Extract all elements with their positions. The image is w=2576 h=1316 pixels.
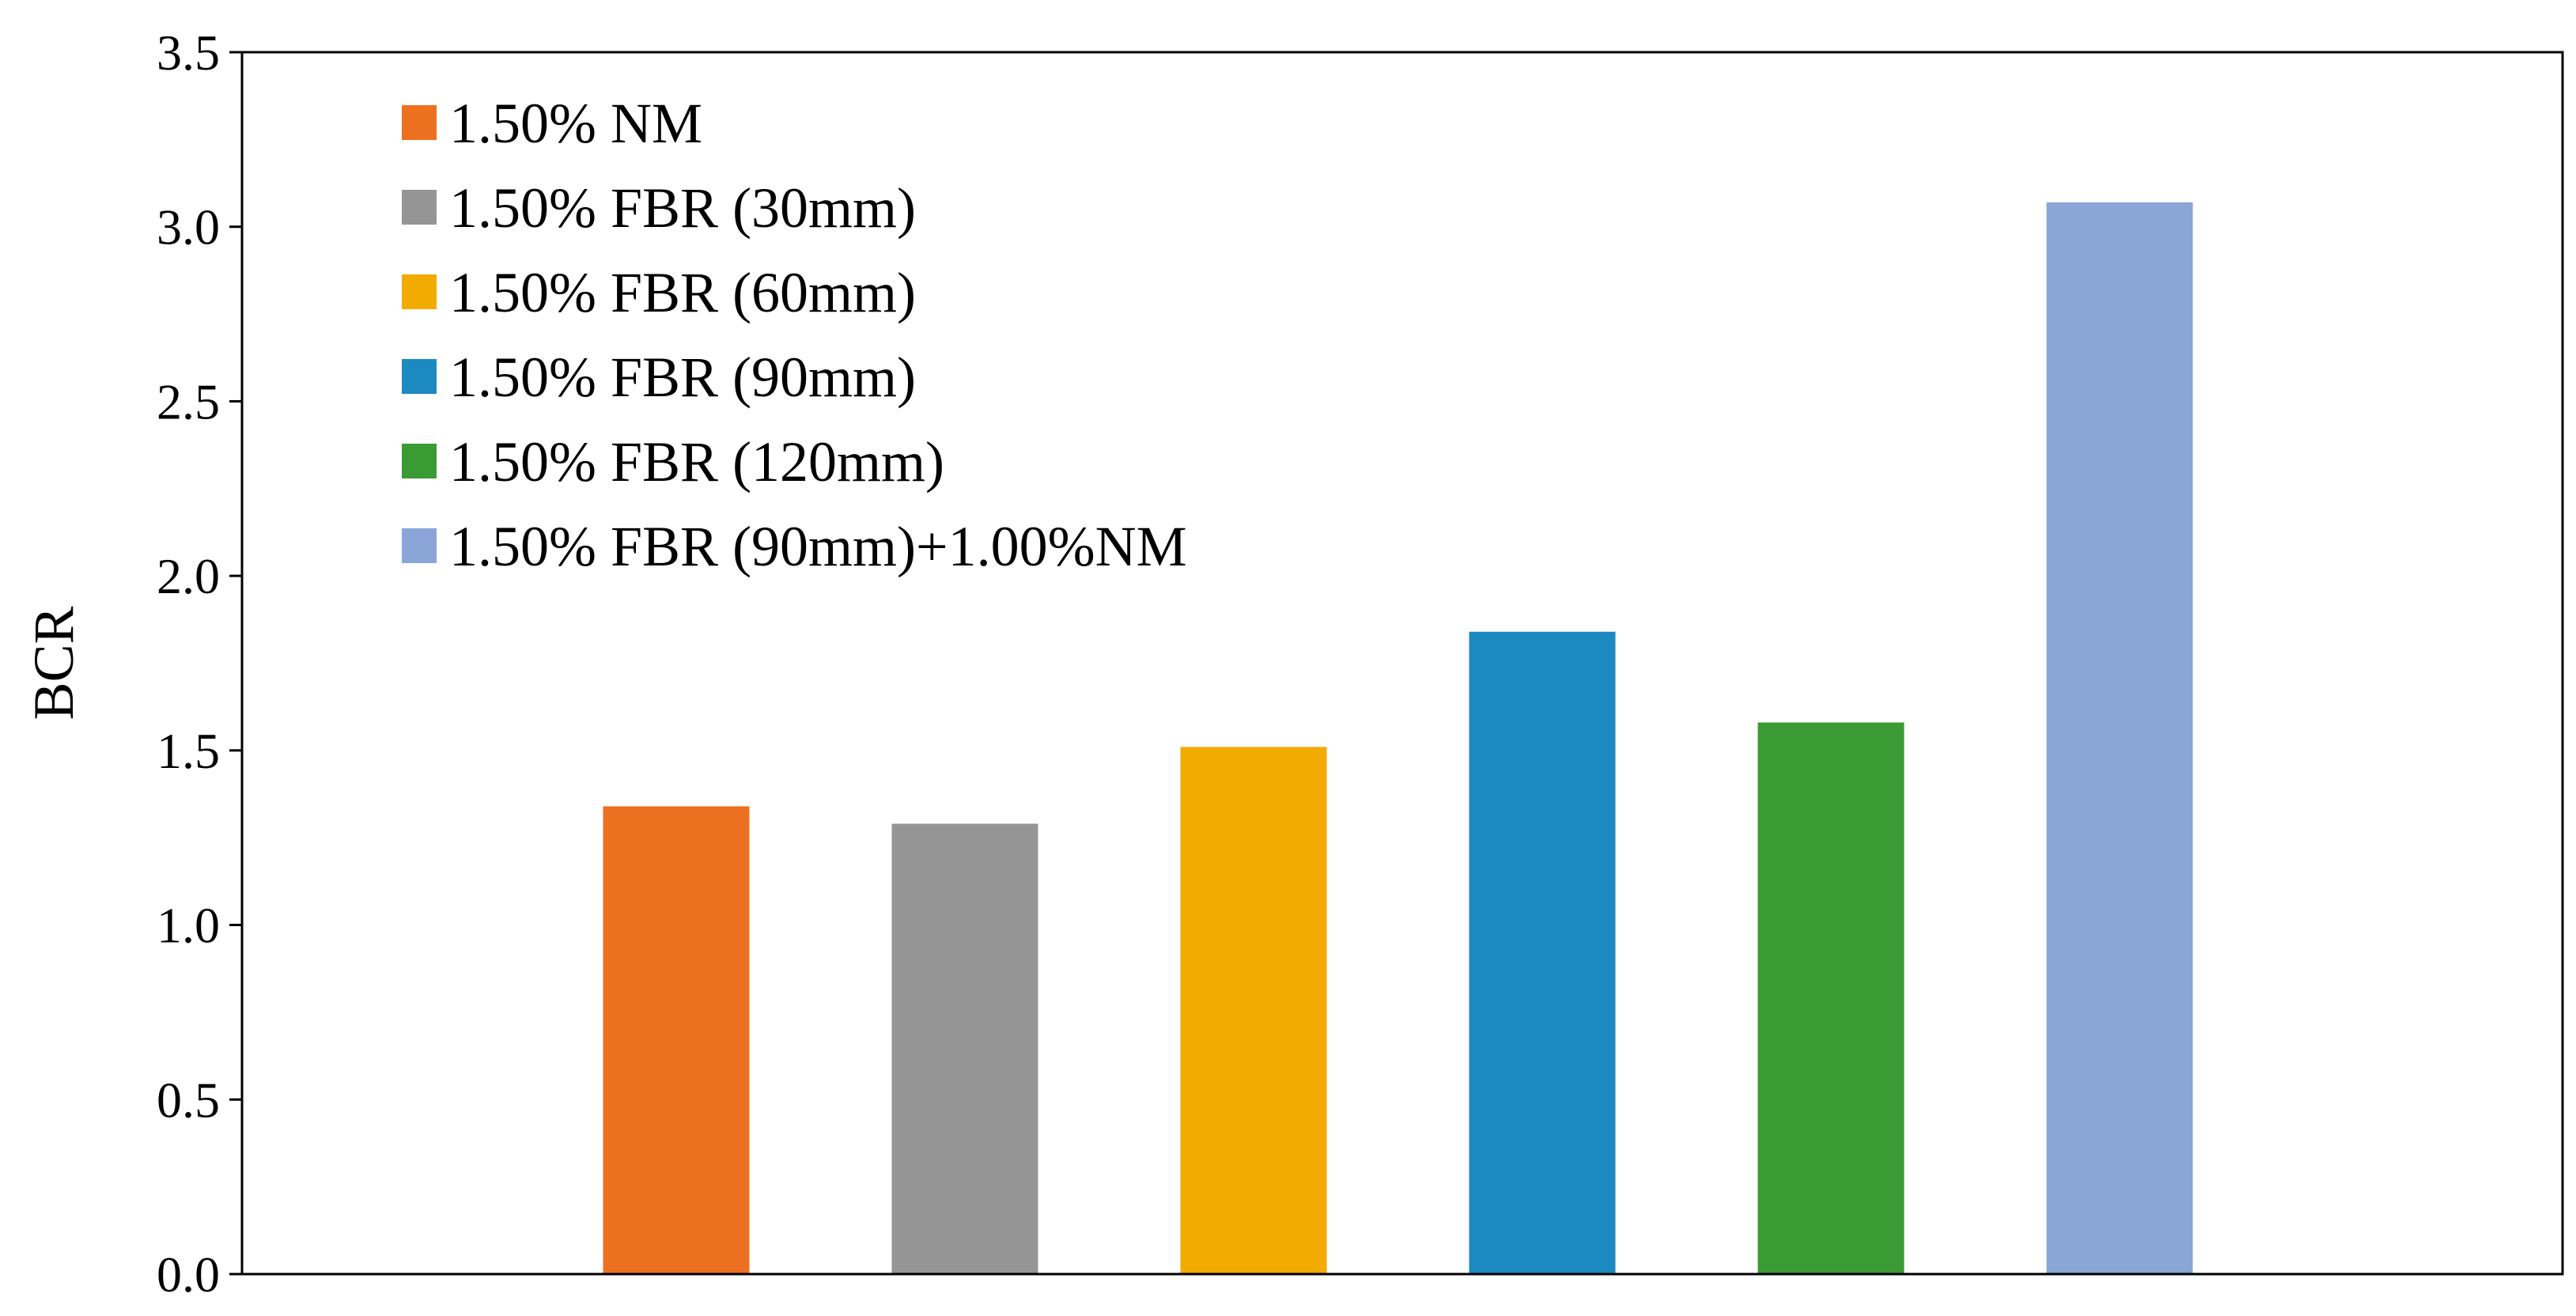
y-tick-label: 3.5: [157, 25, 220, 81]
y-tick-label: 2.5: [157, 373, 220, 429]
legend-label: 1.50% FBR (30mm): [449, 176, 916, 240]
legend-item: 1.50% FBR (60mm): [402, 261, 916, 324]
bars: [603, 202, 2193, 1274]
y-axis-ticks: 0.0 0.5 1.0 1.5 2.0 2.5 3.0 3.5: [157, 25, 242, 1303]
y-tick-label: 1.0: [157, 898, 220, 954]
legend: 1.50% NM 1.50% FBR (30mm) 1.50% FBR (60mm)…: [402, 92, 1187, 578]
legend-swatch: [402, 274, 437, 309]
legend-item: 1.50% FBR (30mm): [402, 176, 916, 240]
y-tick-label: 3.0: [157, 199, 220, 255]
y-tick-label: 0.5: [157, 1072, 220, 1128]
y-tick-label: 2.0: [157, 548, 220, 604]
legend-label: 1.50% FBR (120mm): [449, 430, 944, 494]
bar-6: [2046, 202, 2193, 1274]
legend-swatch: [402, 105, 437, 140]
legend-label: 1.50% FBR (90mm): [449, 346, 916, 409]
y-tick-label: 1.5: [157, 723, 220, 779]
legend-swatch: [402, 190, 437, 225]
legend-swatch: [402, 444, 437, 478]
legend-label: 1.50% FBR (60mm): [449, 261, 916, 324]
legend-item: 1.50% FBR (120mm): [402, 430, 944, 494]
bar-1: [603, 806, 750, 1274]
bar-2: [891, 823, 1038, 1274]
bar-5: [1757, 722, 1905, 1274]
plot-area-frame: [240, 51, 2564, 1276]
bar-4: [1469, 631, 1616, 1274]
legend-label: 1.50% FBR (90mm)+1.00%NM: [449, 515, 1187, 578]
y-axis-title: BCR: [22, 606, 85, 720]
legend-item: 1.50% NM: [402, 92, 702, 155]
y-tick-label: 0.0: [157, 1246, 220, 1303]
legend-swatch: [402, 528, 437, 563]
legend-item: 1.50% FBR (90mm): [402, 346, 916, 409]
legend-item: 1.50% FBR (90mm)+1.00%NM: [402, 515, 1187, 578]
bar-3: [1180, 747, 1327, 1274]
legend-label: 1.50% NM: [449, 92, 702, 155]
legend-swatch: [402, 359, 437, 394]
